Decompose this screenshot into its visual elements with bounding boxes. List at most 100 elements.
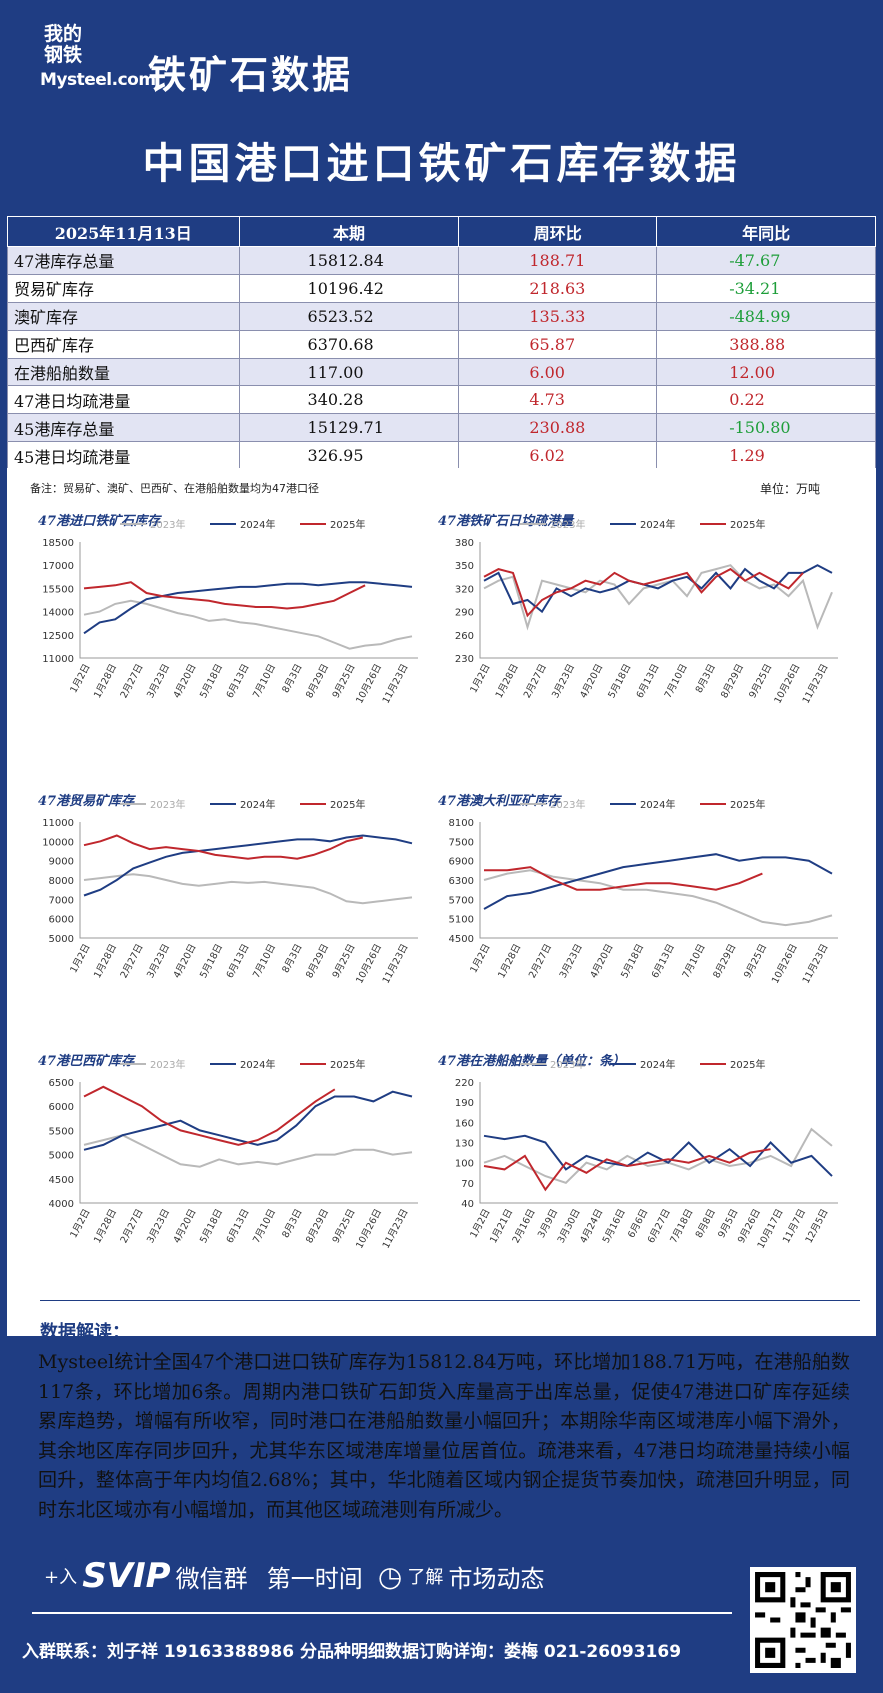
x-tick-label: 5月18日 [606, 662, 633, 700]
legend-label: 2025年 [730, 798, 765, 811]
x-tick-label: 9月25日 [330, 942, 357, 980]
row-current: 117.00 [238, 357, 460, 387]
x-tick-label: 3月23日 [145, 1207, 172, 1245]
series-line-1 [83, 581, 413, 635]
y-tick-label: 4000 [49, 1199, 74, 1210]
y-tick-label: 6000 [49, 1102, 74, 1113]
legend-label: 2024年 [240, 518, 275, 531]
chart-svg: 2023年 2024年 2025年 4500 5100 5700 6300 6900 7500 8… [449, 798, 838, 986]
series-line-2 [83, 834, 364, 860]
chart-axes [479, 542, 838, 659]
row-name: 47港库存总量 [7, 246, 240, 275]
table-row: 45港日均疏港量 326.95 6.02 1.29 [7, 441, 876, 471]
row-yoy: -34.21 [656, 273, 876, 303]
x-tick-label: 10月26日 [354, 1207, 384, 1250]
table-body: 47港库存总量 15812.84 188.71 -47.67 贸易矿库存 10196.42… [7, 246, 876, 471]
chart-axes [479, 1082, 838, 1204]
y-tick-label: 5700 [449, 895, 474, 906]
chart-svg: 2023年 2024年 2025年40701001301601902201月2日1月… [455, 1058, 838, 1251]
col-wow: 周环比 [458, 216, 658, 247]
svip-promo[interactable]: +入 SVIP 微信群 第一时间 ◷ 了解 市场动态 [44, 1556, 544, 1596]
inventory-table-panel: 2025年11月13日 本期 周环比 年同比 47港库存总量 15812.84 18… [7, 216, 876, 471]
legend-label: 2025年 [730, 1058, 765, 1071]
x-tick-label: 4月20日 [171, 942, 198, 980]
series-line-1 [483, 1134, 833, 1177]
row-current: 10196.42 [238, 273, 460, 303]
row-yoy: 0.22 [656, 385, 876, 415]
series-line-2 [83, 1085, 336, 1146]
row-wow: 65.87 [458, 329, 658, 359]
y-tick-label: 8000 [49, 876, 74, 887]
brand-title: 铁矿石数据 [148, 52, 354, 97]
promo-svip: SVIP [82, 1556, 171, 1596]
y-tick-label: 220 [455, 1078, 474, 1089]
interpretation-title: 数据解读： [40, 1322, 130, 1343]
col-current: 本期 [238, 216, 460, 247]
chart-svg: 2023年 2024年 2025年 11000 12500 14000 15500 17000… [42, 518, 418, 706]
col-yoy: 年同比 [656, 216, 876, 247]
legend-label: 2023年 [550, 1058, 585, 1071]
chart-axes [479, 822, 838, 939]
x-tick-label: 6月13日 [224, 1207, 251, 1245]
series-line-0 [483, 564, 833, 631]
x-tick-label: 1月2日 [468, 1207, 492, 1240]
y-tick-label: 14000 [42, 608, 74, 619]
x-tick-label: 10月26日 [772, 662, 802, 705]
x-tick-label: 1月2日 [68, 662, 92, 695]
row-wow: 188.71 [458, 246, 658, 275]
mysteel-logo[interactable]: 我的钢铁 Mysteel.com [40, 24, 156, 94]
series-line-0 [83, 599, 413, 650]
x-tick-label: 9月25日 [330, 662, 357, 700]
x-tick-label: 2月27日 [527, 942, 554, 980]
row-current: 15129.71 [238, 413, 460, 443]
col-date: 2025年11月13日 [7, 216, 240, 247]
x-tick-label: 5月18日 [619, 942, 646, 980]
table-row: 47港日均疏港量 340.28 4.73 0.22 [7, 385, 876, 415]
y-tick-label: 4500 [49, 1175, 74, 1186]
x-tick-label: 1月28日 [92, 942, 119, 980]
row-name: 47港日均疏港量 [7, 385, 240, 415]
y-tick-label: 8100 [449, 818, 474, 829]
promo-learn: 了解 [407, 1567, 444, 1588]
y-tick-label: 5000 [49, 1151, 74, 1162]
series-line-0 [83, 1134, 413, 1168]
interpretation-text: Mysteel统计全国47个港口进口铁矿库存为15812.84万吨，环比增加18… [38, 1351, 850, 1521]
chart-svg: 2023年 2024年 2025年 230 260 290 320 350 380 1月2日 1月2… [455, 518, 838, 706]
x-tick-label: 5月18日 [198, 662, 225, 700]
x-tick-label: 4月20日 [171, 1207, 198, 1245]
table-row: 澳矿库存 6523.52 135.33 -484.99 [7, 301, 876, 331]
y-tick-label: 15500 [42, 584, 74, 595]
x-tick-label: 3月23日 [550, 662, 577, 700]
series-line-2 [83, 581, 366, 610]
y-tick-label: 6900 [449, 857, 474, 868]
chart-47-port-brazil-ore: 47港巴西矿库存 2023年 2024年 2025年 4000 4500 5000 5500 6… [30, 1050, 430, 1285]
chart-47-port-vessels: 47港在港船舶数量（单位：条） 2023年 2024年 2025年 40 70 100 130… [430, 1050, 850, 1285]
legend-label: 2025年 [330, 798, 365, 811]
x-tick-label: 8月29日 [304, 942, 331, 980]
table-note: 备注：贸易矿、澳矿、巴西矿、在港船舶数量均为47港口径 [30, 482, 319, 495]
legend-label: 2024年 [240, 798, 275, 811]
legend-label: 2024年 [240, 1058, 275, 1071]
qr-code-icon[interactable] [750, 1567, 856, 1673]
chart-47-port-australia-ore: 47港澳大利亚矿库存 2023年 2024年 2025年 4500 5100 5700 630… [430, 790, 850, 1020]
y-tick-label: 130 [455, 1139, 474, 1150]
x-tick-label: 3月9日 [536, 1207, 560, 1240]
y-tick-label: 350 [455, 561, 474, 572]
chart-47-port-inventory: 47港进口铁矿石库存 2023年 2024年 2025年 11000 12500 14000… [30, 510, 430, 740]
x-tick-label: 8月8日 [694, 1207, 718, 1240]
x-tick-label: 1月2日 [68, 942, 92, 975]
y-tick-label: 7500 [449, 837, 474, 848]
row-yoy: -47.67 [656, 246, 876, 275]
table-row: 在港船舶数量 117.00 6.00 12.00 [7, 357, 876, 387]
x-tick-label: 8月29日 [719, 662, 746, 700]
chart-axes [79, 1082, 418, 1204]
x-tick-label: 7月10日 [251, 1207, 278, 1245]
chart-axes [79, 542, 418, 659]
logo-en: Mysteel.com [40, 70, 156, 90]
chart-title: 47港在港船舶数量（单位：条） [438, 1054, 626, 1069]
charts-panel [7, 468, 876, 1336]
x-tick-label: 6月13日 [224, 662, 251, 700]
table-row: 45港库存总量 15129.71 230.88 -150.80 [7, 413, 876, 443]
x-tick-label: 1月2日 [68, 1207, 92, 1240]
row-wow: 4.73 [458, 385, 658, 415]
